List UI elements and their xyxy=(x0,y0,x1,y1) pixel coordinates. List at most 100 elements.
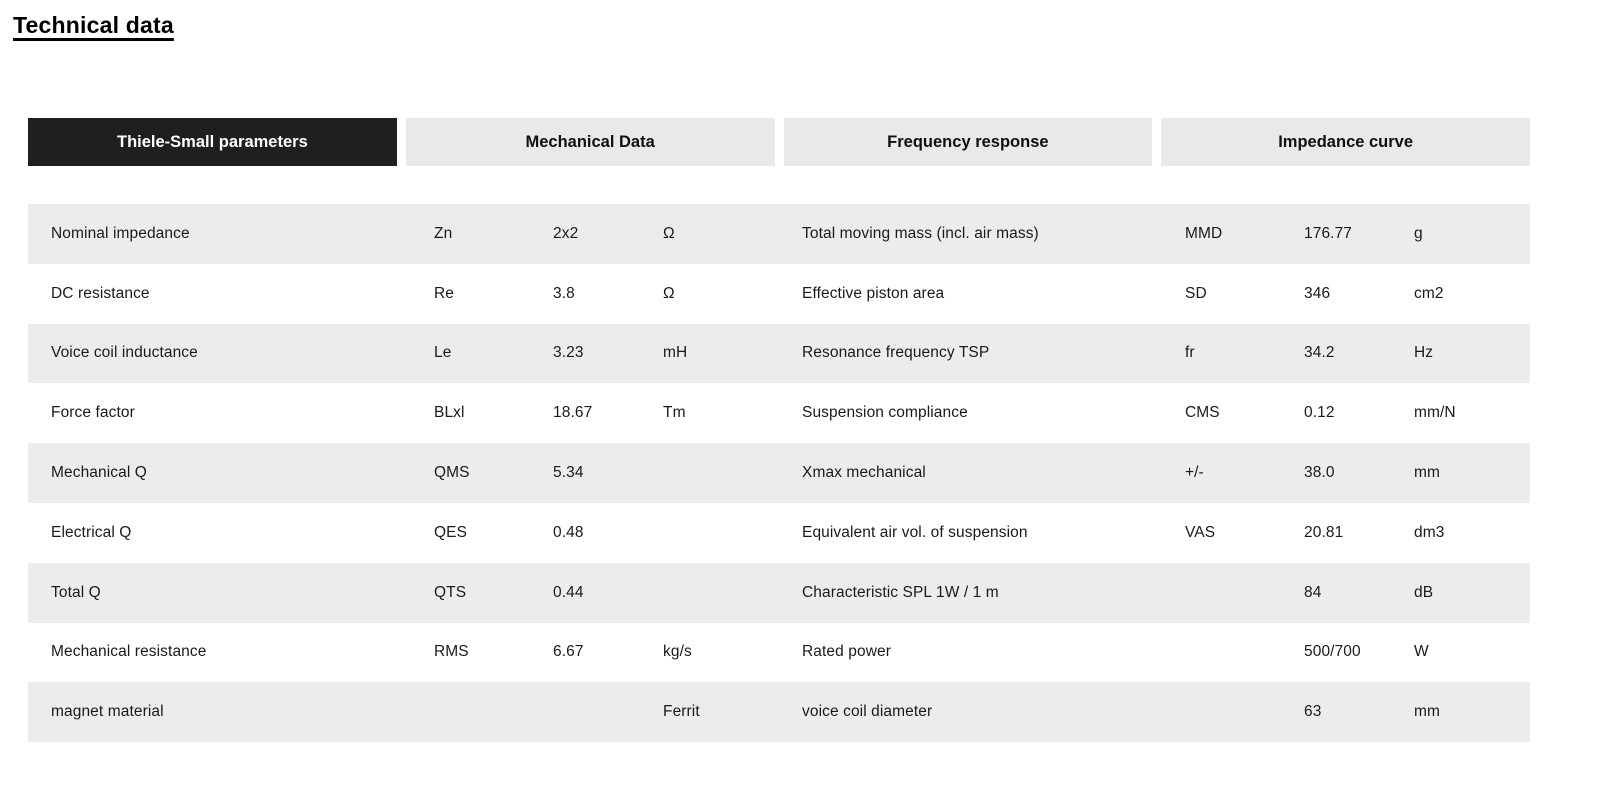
param-label: Force factor xyxy=(51,404,135,422)
param-label: voice coil diameter xyxy=(802,703,933,721)
param-label: Characteristic SPL 1W / 1 m xyxy=(802,583,999,601)
table-row-right: Suspension compliance CMS 0.12 mm/N xyxy=(779,383,1530,443)
table-row-left: Force factor BLxl 18.67 Tm xyxy=(28,383,779,443)
table-row: magnet material Ferrit voice coil diamet… xyxy=(28,682,1530,743)
param-symbol: MMD xyxy=(1185,224,1223,242)
param-symbol: QMS xyxy=(434,464,470,482)
param-value: 176.77 xyxy=(1304,224,1353,242)
param-value: 3.8 xyxy=(553,284,575,302)
param-symbol: QTS xyxy=(434,583,467,601)
param-value: 84 xyxy=(1304,583,1322,601)
param-unit: cm2 xyxy=(1414,284,1444,302)
param-label: Electrical Q xyxy=(51,523,132,541)
table-row-left: Mechanical resistance RMS 6.67 kg/s xyxy=(28,623,779,683)
param-symbol: SD xyxy=(1185,284,1207,302)
param-value: 20.81 xyxy=(1304,523,1344,541)
param-unit: mm xyxy=(1414,464,1441,482)
tab-label: Frequency response xyxy=(887,132,1049,151)
table-row-right: Characteristic SPL 1W / 1 m 84 dB xyxy=(779,563,1530,623)
table-row: Nominal impedance Zn 2x2 Ω Total moving … xyxy=(28,204,1530,264)
param-unit: Ω xyxy=(663,224,675,242)
table-row-left: Voice coil inductance Le 3.23 mH xyxy=(28,324,779,384)
table-row-right: Resonance frequency TSP fr 34.2 Hz xyxy=(779,324,1530,384)
param-label: Rated power xyxy=(802,643,891,661)
param-label: Voice coil inductance xyxy=(51,344,198,362)
param-value: 0.48 xyxy=(553,523,584,541)
technical-data-table: Nominal impedance Zn 2x2 Ω Total moving … xyxy=(28,204,1530,743)
param-unit: W xyxy=(1414,643,1429,661)
param-value: 38.0 xyxy=(1304,464,1335,482)
param-symbol: Re xyxy=(434,284,455,302)
param-label: Total Q xyxy=(51,583,101,601)
param-value: 18.67 xyxy=(553,404,593,422)
param-label: Resonance frequency TSP xyxy=(802,344,990,362)
page-title: Technical data xyxy=(13,12,174,38)
param-unit: Ω xyxy=(663,284,675,302)
tab-bar: Thiele-Small parameters Mechanical Data … xyxy=(28,118,1530,166)
param-value: 5.34 xyxy=(553,464,584,482)
table-row: Electrical Q QES 0.48 Equivalent air vol… xyxy=(28,503,1530,563)
table-row-left: Nominal impedance Zn 2x2 Ω xyxy=(28,204,779,264)
tab-label: Impedance curve xyxy=(1278,132,1414,151)
param-label: Equivalent air vol. of suspension xyxy=(802,523,1028,541)
param-label: magnet material xyxy=(51,703,164,721)
table-row: Mechanical resistance RMS 6.67 kg/s Rate… xyxy=(28,623,1530,683)
param-value: 0.44 xyxy=(553,583,584,601)
param-value: 2x2 xyxy=(553,224,579,242)
param-label: DC resistance xyxy=(51,284,150,302)
table-row: Total Q QTS 0.44 Characteristic SPL 1W /… xyxy=(28,562,1530,623)
param-unit: Ferrit xyxy=(663,703,700,721)
param-value: 34.2 xyxy=(1304,344,1335,362)
tab-thiele-small-parameters[interactable]: Thiele-Small parameters xyxy=(28,118,397,166)
param-symbol: QES xyxy=(434,523,468,541)
table-row-right: Rated power 500/700 W xyxy=(779,623,1530,683)
param-unit: Tm xyxy=(663,404,686,422)
param-label: Mechanical Q xyxy=(51,464,147,482)
table-row: DC resistance Re 3.8 Ω Effective piston … xyxy=(28,264,1530,324)
param-symbol: CMS xyxy=(1185,404,1220,422)
table-row: Force factor BLxl 18.67 Tm Suspension co… xyxy=(28,383,1530,443)
param-unit: Hz xyxy=(1414,344,1434,362)
table-row-left: magnet material Ferrit xyxy=(28,682,779,742)
param-value: 0.12 xyxy=(1304,404,1335,422)
param-unit: mm xyxy=(1414,703,1441,721)
param-unit: mH xyxy=(663,344,688,362)
param-unit: kg/s xyxy=(663,643,692,661)
param-label: Xmax mechanical xyxy=(802,464,926,482)
table-row-left: Mechanical Q QMS 5.34 xyxy=(28,443,779,503)
param-unit: dB xyxy=(1414,583,1434,601)
param-value: 500/700 xyxy=(1304,643,1361,661)
param-symbol: +/- xyxy=(1185,464,1204,482)
table-row-right: voice coil diameter 63 mm xyxy=(779,682,1530,742)
table-row: Mechanical Q QMS 5.34 Xmax mechanical +/… xyxy=(28,443,1530,503)
param-label: Mechanical resistance xyxy=(51,643,207,661)
param-symbol: Zn xyxy=(434,224,453,242)
param-label: Suspension compliance xyxy=(802,404,968,422)
tab-frequency-response[interactable]: Frequency response xyxy=(783,118,1153,166)
param-value: 63 xyxy=(1304,703,1322,721)
param-symbol: Le xyxy=(434,344,452,362)
table-row-left: Total Q QTS 0.44 xyxy=(28,563,779,623)
tab-impedance-curve[interactable]: Impedance curve xyxy=(1161,118,1530,166)
param-symbol: VAS xyxy=(1185,523,1216,541)
param-unit: g xyxy=(1414,224,1423,242)
table-row-right: Total moving mass (incl. air mass) MMD 1… xyxy=(779,204,1530,264)
param-value: 3.23 xyxy=(553,344,584,362)
param-value: 346 xyxy=(1304,284,1331,302)
param-label: Nominal impedance xyxy=(51,224,190,242)
table-row-right: Equivalent air vol. of suspension VAS 20… xyxy=(779,503,1530,563)
param-unit: mm/N xyxy=(1414,404,1456,422)
param-value: 6.67 xyxy=(553,643,584,661)
table-row-right: Effective piston area SD 346 cm2 xyxy=(779,264,1530,324)
param-symbol: BLxl xyxy=(434,404,465,422)
tab-label: Thiele-Small parameters xyxy=(117,132,308,151)
param-label: Total moving mass (incl. air mass) xyxy=(802,224,1039,242)
table-row-right: Xmax mechanical +/- 38.0 mm xyxy=(779,443,1530,503)
tab-mechanical-data[interactable]: Mechanical Data xyxy=(405,118,775,166)
tab-label: Mechanical Data xyxy=(525,132,655,151)
param-symbol: fr xyxy=(1185,344,1195,362)
param-symbol: RMS xyxy=(434,643,469,661)
param-label: Effective piston area xyxy=(802,284,945,302)
param-unit: dm3 xyxy=(1414,523,1445,541)
